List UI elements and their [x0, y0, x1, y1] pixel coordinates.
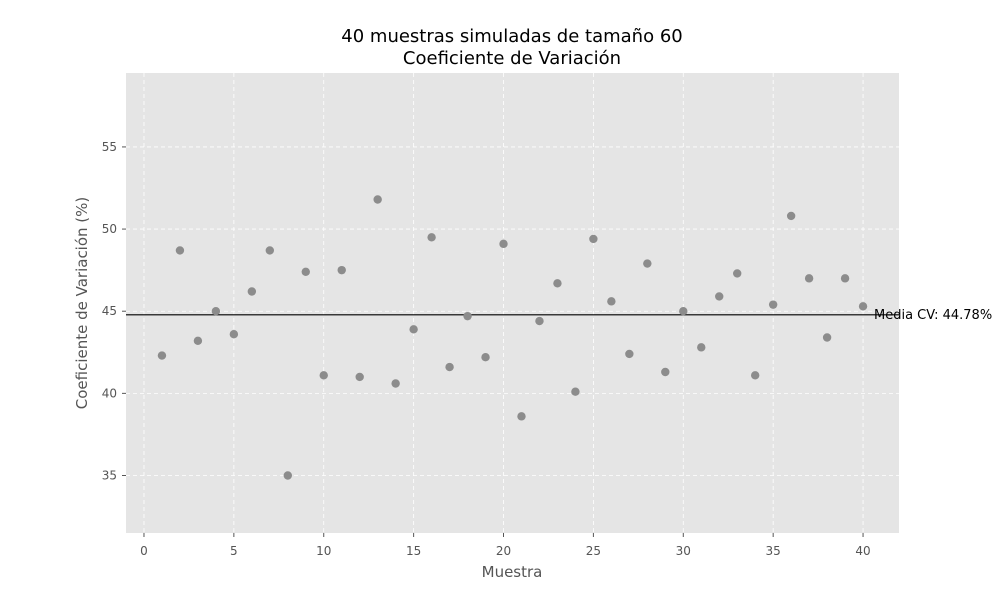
data-point [697, 343, 706, 352]
data-point [589, 234, 598, 244]
data-point [535, 316, 544, 326]
x-tick-label: 15 [406, 544, 421, 558]
plot-area [126, 73, 899, 533]
x-axis-label: Muestra [482, 563, 543, 581]
chart-subtitle: Coeficiente de Variación [403, 48, 621, 69]
data-points [157, 195, 868, 480]
data-point [768, 300, 778, 309]
data-point [337, 265, 346, 275]
data-point [283, 471, 292, 480]
data-point [517, 412, 526, 421]
y-tick-label: 45 [102, 304, 117, 318]
y-tick-label: 55 [102, 140, 117, 154]
data-point [409, 325, 418, 334]
data-point [175, 246, 185, 255]
data-point [445, 362, 454, 372]
data-point [229, 330, 239, 339]
data-point [571, 387, 580, 396]
x-tick-label: 25 [586, 544, 601, 558]
data-point [607, 297, 616, 306]
x-tick-label: 20 [496, 544, 511, 558]
y-tick-label: 50 [102, 222, 117, 236]
data-point [643, 259, 652, 268]
data-point [157, 351, 167, 360]
data-point [211, 307, 221, 316]
data-point [265, 246, 275, 255]
data-point [804, 274, 814, 283]
data-point [481, 353, 490, 362]
data-point [715, 292, 724, 301]
x-tick-label: 5 [230, 544, 238, 558]
x-tick-label: 35 [766, 544, 781, 558]
data-point [247, 287, 257, 296]
data-point [733, 269, 742, 278]
data-point [355, 372, 364, 382]
x-tick-label: 40 [855, 544, 870, 558]
x-tick-label: 0 [140, 544, 148, 558]
y-axis-label: Coeficiente de Variación (%) [73, 197, 91, 410]
data-point [679, 307, 688, 316]
data-point [373, 195, 382, 204]
x-tick-label: 10 [316, 544, 331, 558]
chart-title: 40 muestras simuladas de tamaño 60 [341, 26, 682, 47]
y-tick-label: 40 [102, 386, 117, 400]
data-point [319, 371, 328, 380]
data-point [750, 371, 760, 380]
data-point [822, 333, 832, 342]
data-point [661, 367, 670, 377]
axes: 0 5 10 15 20 25 30 35 40 35 40 45 50 55 [102, 140, 871, 558]
data-point [391, 379, 400, 388]
data-point [427, 233, 436, 242]
data-point [193, 336, 203, 345]
data-point [858, 302, 868, 311]
mean-annotation: Media CV: 44.78% [874, 308, 992, 323]
data-point [840, 274, 850, 283]
x-tick-label: 30 [676, 544, 691, 558]
grid-lines [126, 73, 899, 533]
y-tick-label: 35 [102, 469, 117, 483]
data-point [499, 239, 508, 249]
data-point [625, 349, 634, 359]
data-point [301, 267, 310, 276]
data-point [786, 211, 796, 221]
data-point [553, 279, 562, 288]
data-point [463, 311, 472, 321]
